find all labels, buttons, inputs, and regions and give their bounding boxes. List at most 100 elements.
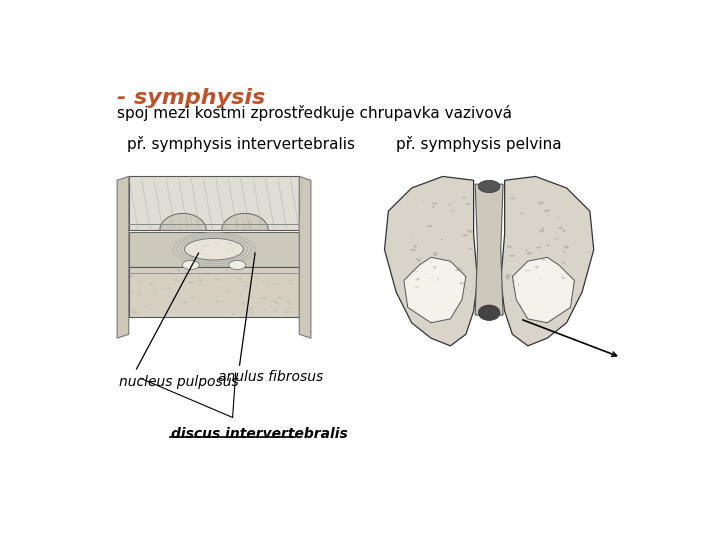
Ellipse shape xyxy=(184,239,243,260)
Ellipse shape xyxy=(228,242,231,244)
Ellipse shape xyxy=(176,269,180,272)
Ellipse shape xyxy=(264,309,266,310)
Ellipse shape xyxy=(456,269,459,271)
Ellipse shape xyxy=(132,309,135,313)
Ellipse shape xyxy=(510,255,514,256)
Ellipse shape xyxy=(428,225,432,227)
Ellipse shape xyxy=(562,275,563,276)
Ellipse shape xyxy=(232,251,233,252)
Ellipse shape xyxy=(138,292,141,294)
Ellipse shape xyxy=(542,228,544,230)
Polygon shape xyxy=(500,177,594,346)
Ellipse shape xyxy=(266,284,269,286)
Bar xyxy=(129,232,300,267)
Ellipse shape xyxy=(434,252,438,253)
Polygon shape xyxy=(404,257,466,323)
Ellipse shape xyxy=(505,274,510,277)
Ellipse shape xyxy=(538,201,544,205)
Ellipse shape xyxy=(540,278,541,280)
Ellipse shape xyxy=(261,281,264,282)
Ellipse shape xyxy=(451,210,454,212)
Ellipse shape xyxy=(433,202,438,205)
Ellipse shape xyxy=(467,202,469,206)
Ellipse shape xyxy=(133,312,138,314)
Ellipse shape xyxy=(239,294,241,295)
Ellipse shape xyxy=(153,291,158,292)
Ellipse shape xyxy=(459,268,462,269)
Ellipse shape xyxy=(236,271,238,274)
Text: - symphysis: - symphysis xyxy=(117,88,266,108)
Ellipse shape xyxy=(241,302,244,305)
Ellipse shape xyxy=(243,286,248,287)
Ellipse shape xyxy=(182,260,199,269)
Ellipse shape xyxy=(462,197,467,199)
Ellipse shape xyxy=(230,268,233,271)
Ellipse shape xyxy=(415,286,418,288)
Ellipse shape xyxy=(220,301,224,302)
Ellipse shape xyxy=(478,305,500,320)
Ellipse shape xyxy=(287,301,292,303)
Ellipse shape xyxy=(284,312,289,313)
Ellipse shape xyxy=(506,246,512,248)
Text: anulus fibrosus: anulus fibrosus xyxy=(218,370,323,384)
Ellipse shape xyxy=(510,197,516,199)
Polygon shape xyxy=(300,177,311,338)
Polygon shape xyxy=(475,184,503,315)
Ellipse shape xyxy=(273,309,276,311)
Ellipse shape xyxy=(187,254,190,256)
Ellipse shape xyxy=(562,262,566,264)
Ellipse shape xyxy=(410,249,416,251)
Ellipse shape xyxy=(467,230,473,233)
Ellipse shape xyxy=(417,258,418,260)
Ellipse shape xyxy=(277,284,280,285)
Ellipse shape xyxy=(505,276,509,280)
Ellipse shape xyxy=(413,245,417,248)
Ellipse shape xyxy=(235,255,238,258)
Text: nucleus pulposus: nucleus pulposus xyxy=(119,375,238,389)
Ellipse shape xyxy=(546,244,549,247)
Ellipse shape xyxy=(556,218,559,219)
Text: př. symphysis intervertebralis: př. symphysis intervertebralis xyxy=(127,136,355,152)
Ellipse shape xyxy=(289,307,292,308)
Bar xyxy=(129,267,300,316)
Ellipse shape xyxy=(414,271,418,272)
Ellipse shape xyxy=(191,258,194,259)
Ellipse shape xyxy=(478,180,500,193)
Ellipse shape xyxy=(276,296,282,299)
Ellipse shape xyxy=(411,239,413,240)
Ellipse shape xyxy=(525,249,528,251)
Ellipse shape xyxy=(462,234,467,237)
Ellipse shape xyxy=(198,276,200,278)
Ellipse shape xyxy=(226,249,229,251)
Ellipse shape xyxy=(218,279,220,281)
Ellipse shape xyxy=(145,306,148,307)
Ellipse shape xyxy=(207,245,210,246)
Ellipse shape xyxy=(564,246,569,248)
Text: spoj mezi kostmi zprostředkuje chrupavka vazivová: spoj mezi kostmi zprostředkuje chrupavka… xyxy=(117,105,512,121)
Ellipse shape xyxy=(261,297,266,300)
Ellipse shape xyxy=(189,251,191,252)
Ellipse shape xyxy=(166,287,171,289)
Ellipse shape xyxy=(130,275,134,278)
Ellipse shape xyxy=(441,239,444,240)
Polygon shape xyxy=(222,213,269,231)
Ellipse shape xyxy=(434,254,438,256)
Ellipse shape xyxy=(172,279,178,281)
Ellipse shape xyxy=(542,259,546,261)
Ellipse shape xyxy=(274,301,279,303)
Ellipse shape xyxy=(214,279,218,280)
Ellipse shape xyxy=(178,295,179,296)
Polygon shape xyxy=(129,177,300,231)
Ellipse shape xyxy=(227,241,229,242)
Ellipse shape xyxy=(203,245,206,247)
Ellipse shape xyxy=(437,279,439,280)
Ellipse shape xyxy=(433,266,436,269)
Ellipse shape xyxy=(232,313,234,315)
Ellipse shape xyxy=(547,215,549,216)
Ellipse shape xyxy=(563,229,566,232)
Ellipse shape xyxy=(536,247,541,248)
Ellipse shape xyxy=(215,247,216,248)
Ellipse shape xyxy=(526,252,532,255)
Ellipse shape xyxy=(468,248,473,249)
Ellipse shape xyxy=(176,269,180,271)
